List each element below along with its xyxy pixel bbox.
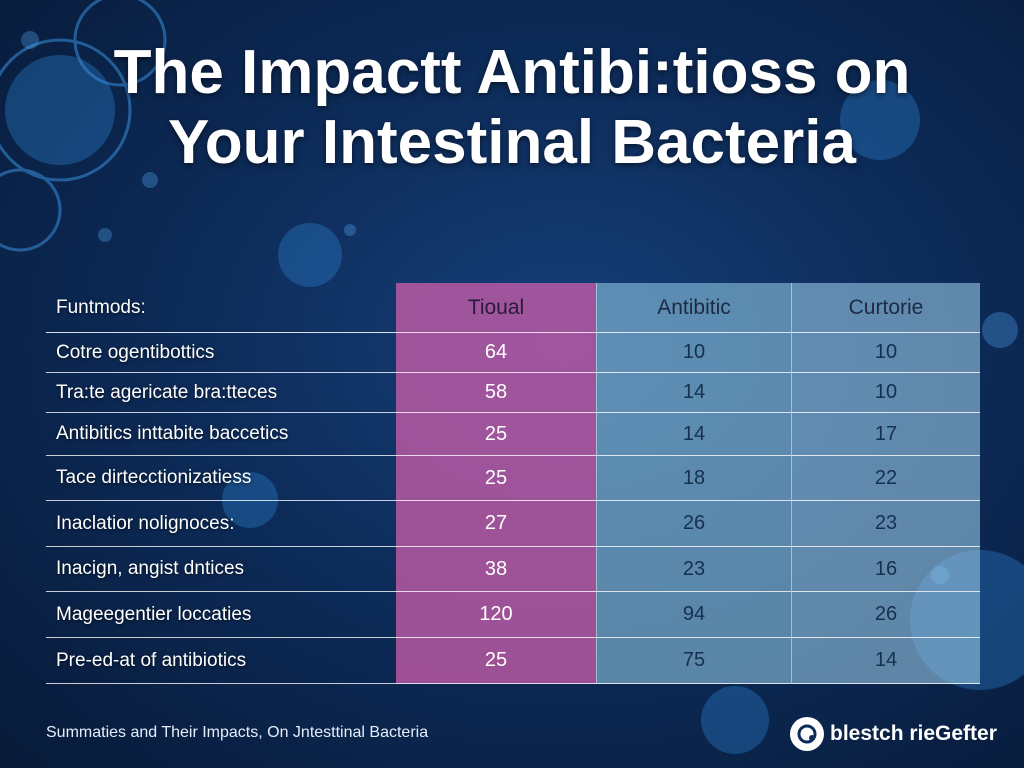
table-cell: 16 bbox=[791, 547, 980, 592]
row-label: Mageegentier loccaties bbox=[46, 592, 396, 638]
table-cell: 14 bbox=[791, 638, 980, 684]
table-cell: 25 bbox=[396, 638, 596, 684]
table-cell: 14 bbox=[596, 413, 791, 456]
brand-name: blestch rieGefter bbox=[830, 722, 997, 745]
table-cell: 18 bbox=[596, 456, 791, 501]
table-cell: 26 bbox=[791, 592, 980, 638]
table-cell: 75 bbox=[596, 638, 791, 684]
row-label: Inaclatior nolignoces: bbox=[46, 501, 396, 547]
table-cell: 26 bbox=[596, 501, 791, 547]
comparison-table: Funtmods: Tioual Antibitic Curtorie Cotre og… bbox=[46, 283, 980, 684]
table-cell: 58 bbox=[396, 373, 596, 413]
table-cell: 25 bbox=[396, 413, 596, 456]
page-title: The Impactt Antibi:tioss on Your Intesti… bbox=[0, 38, 1024, 178]
table-grid: Funtmods: Tioual Antibitic Curtorie Cotre og… bbox=[46, 283, 980, 684]
row-label-header: Funtmods: bbox=[46, 283, 396, 333]
table-cell: 23 bbox=[596, 547, 791, 592]
row-label: Cotre ogentibottics bbox=[46, 333, 396, 373]
table-cell: 64 bbox=[396, 333, 596, 373]
table-cell: 25 bbox=[396, 456, 596, 501]
row-label: Tace dirtecctionizatiess bbox=[46, 456, 396, 501]
table-cell: 14 bbox=[596, 373, 791, 413]
footer-caption: Summaties and Their Impacts, On Jntestti… bbox=[46, 724, 429, 741]
table-cell: 17 bbox=[791, 413, 980, 456]
row-label: Antibitics inttabite baccetics bbox=[46, 413, 396, 456]
logo-icon bbox=[790, 717, 824, 751]
table-cell: 38 bbox=[396, 547, 596, 592]
row-label: Inacign, angist dntices bbox=[46, 547, 396, 592]
table-cell: 94 bbox=[596, 592, 791, 638]
title-line-2: Your Intestinal Bacteria bbox=[168, 108, 856, 177]
title-line-1: The Impactt Antibi:tioss on bbox=[113, 38, 911, 107]
column-header: Tioual bbox=[396, 283, 596, 333]
table-cell: 10 bbox=[791, 373, 980, 413]
brand: blestch rieGefter bbox=[790, 717, 997, 751]
row-label: Pre-ed-at of antibiotics bbox=[46, 638, 396, 684]
table-cell: 22 bbox=[791, 456, 980, 501]
table-cell: 10 bbox=[791, 333, 980, 373]
table-cell: 23 bbox=[791, 501, 980, 547]
table-cell: 120 bbox=[396, 592, 596, 638]
table-cell: 10 bbox=[596, 333, 791, 373]
table-cell: 27 bbox=[396, 501, 596, 547]
column-header: Curtorie bbox=[791, 283, 980, 333]
row-label: Tra:te agericate bra:tteces bbox=[46, 373, 396, 413]
column-header: Antibitic bbox=[596, 283, 791, 333]
